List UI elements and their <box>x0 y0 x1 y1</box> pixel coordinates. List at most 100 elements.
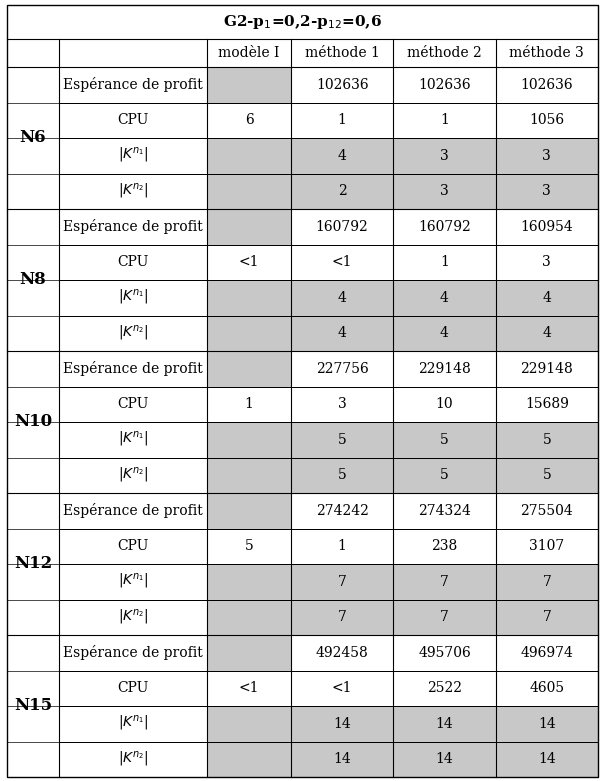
Text: 229148: 229148 <box>418 362 471 376</box>
Text: 274242: 274242 <box>316 504 368 518</box>
Bar <box>59 706 207 741</box>
Text: <1: <1 <box>332 681 353 695</box>
Text: 10: 10 <box>436 398 453 412</box>
Bar <box>59 280 207 316</box>
Bar <box>7 209 59 351</box>
Text: 102636: 102636 <box>520 78 573 91</box>
Text: 4: 4 <box>338 148 347 162</box>
Bar <box>495 529 598 564</box>
Bar <box>207 67 291 102</box>
Bar <box>7 5 598 39</box>
Text: 3: 3 <box>440 148 449 162</box>
Bar <box>7 67 59 209</box>
Bar <box>291 493 393 529</box>
Text: 4: 4 <box>440 326 449 341</box>
Bar <box>207 102 291 138</box>
Text: 7: 7 <box>338 610 347 624</box>
Bar <box>207 741 291 777</box>
Bar <box>291 422 393 458</box>
Bar <box>393 422 495 458</box>
Text: 14: 14 <box>436 752 453 766</box>
Bar <box>59 529 207 564</box>
Text: CPU: CPU <box>117 113 149 127</box>
Text: CPU: CPU <box>117 255 149 269</box>
Text: $|K^{n_1}|$: $|K^{n_1}|$ <box>117 430 148 449</box>
Text: 275504: 275504 <box>520 504 573 518</box>
Bar <box>7 39 598 67</box>
Bar <box>495 671 598 706</box>
Text: $|K^{n_2}|$: $|K^{n_2}|$ <box>117 324 148 343</box>
Text: 5: 5 <box>338 469 347 482</box>
Text: 274324: 274324 <box>418 504 471 518</box>
Bar <box>59 351 207 387</box>
Text: 14: 14 <box>333 752 351 766</box>
Bar <box>495 209 598 244</box>
Bar <box>59 67 207 102</box>
Text: Espérance de profit: Espérance de profit <box>63 362 203 376</box>
Bar <box>291 741 393 777</box>
Text: $|K^{n_1}|$: $|K^{n_1}|$ <box>117 288 148 307</box>
Text: 1: 1 <box>440 113 449 127</box>
Bar <box>495 102 598 138</box>
Bar <box>207 529 291 564</box>
Bar <box>393 387 495 422</box>
Text: G2-p$_1$=0,2-p$_{12}$=0,6: G2-p$_1$=0,2-p$_{12}$=0,6 <box>223 13 382 31</box>
Bar <box>7 351 59 493</box>
Bar <box>59 741 207 777</box>
Text: 3: 3 <box>338 398 347 412</box>
Text: méthode 2: méthode 2 <box>407 46 482 60</box>
Bar <box>207 422 291 458</box>
Bar <box>393 706 495 741</box>
Text: 5: 5 <box>244 539 253 553</box>
Text: 102636: 102636 <box>418 78 471 91</box>
Text: 4605: 4605 <box>529 681 564 695</box>
Bar <box>291 351 393 387</box>
Text: 4: 4 <box>543 326 551 341</box>
Bar <box>291 387 393 422</box>
Bar <box>207 316 291 351</box>
Text: 3: 3 <box>543 148 551 162</box>
Bar <box>291 67 393 102</box>
Text: 14: 14 <box>333 717 351 731</box>
Bar <box>207 138 291 173</box>
Text: 5: 5 <box>338 433 347 447</box>
Bar <box>291 706 393 741</box>
Bar <box>59 173 207 209</box>
Text: N8: N8 <box>19 272 47 288</box>
Bar <box>495 493 598 529</box>
Text: 1056: 1056 <box>529 113 564 127</box>
Text: 160792: 160792 <box>418 219 471 234</box>
Bar <box>393 244 495 280</box>
Bar <box>207 706 291 741</box>
Bar <box>495 138 598 173</box>
Text: 4: 4 <box>543 291 551 305</box>
Bar <box>207 387 291 422</box>
Bar <box>207 635 291 671</box>
Text: 1: 1 <box>338 113 347 127</box>
Text: $|K^{n_2}|$: $|K^{n_2}|$ <box>117 182 148 201</box>
Text: 7: 7 <box>440 610 449 624</box>
Text: <1: <1 <box>332 255 353 269</box>
Bar <box>393 564 495 600</box>
Bar <box>59 458 207 493</box>
Text: 102636: 102636 <box>316 78 368 91</box>
Text: 2: 2 <box>338 184 347 198</box>
Bar <box>393 138 495 173</box>
Text: CPU: CPU <box>117 681 149 695</box>
Bar <box>495 600 598 635</box>
Bar <box>393 741 495 777</box>
Bar <box>495 280 598 316</box>
Bar <box>393 173 495 209</box>
Text: $|K^{n_2}|$: $|K^{n_2}|$ <box>117 750 148 769</box>
Text: Espérance de profit: Espérance de profit <box>63 77 203 92</box>
Text: modèle I: modèle I <box>218 46 280 60</box>
Bar <box>495 173 598 209</box>
Bar <box>207 671 291 706</box>
Bar <box>59 138 207 173</box>
Bar <box>291 209 393 244</box>
Bar <box>59 387 207 422</box>
Text: $|K^{n_2}|$: $|K^{n_2}|$ <box>117 608 148 626</box>
Bar <box>495 706 598 741</box>
Bar <box>59 316 207 351</box>
Text: 6: 6 <box>244 113 253 127</box>
